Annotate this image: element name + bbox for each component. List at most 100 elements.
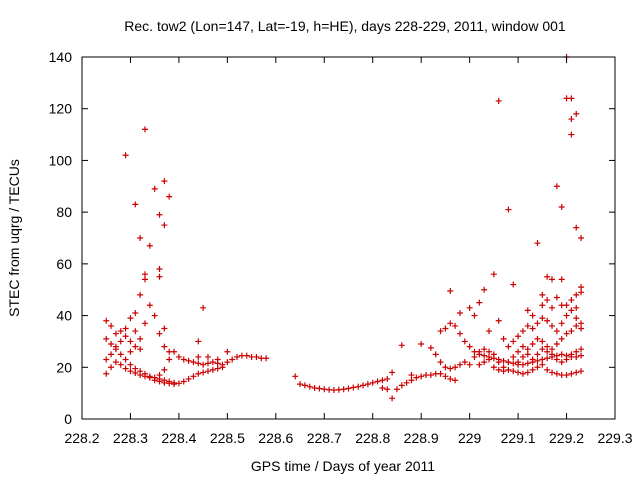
data-point bbox=[495, 366, 502, 373]
data-point bbox=[166, 348, 173, 355]
data-point bbox=[529, 312, 536, 319]
data-point bbox=[447, 365, 454, 372]
data-point bbox=[568, 370, 575, 377]
y-tick-label: 100 bbox=[49, 152, 73, 168]
data-point bbox=[539, 346, 546, 353]
data-point bbox=[195, 338, 202, 345]
data-point bbox=[151, 185, 158, 192]
data-point bbox=[398, 342, 405, 349]
y-tick-label: 20 bbox=[56, 359, 72, 375]
data-point bbox=[413, 374, 420, 381]
data-point bbox=[578, 368, 585, 375]
data-point bbox=[524, 346, 531, 353]
data-point bbox=[471, 353, 478, 360]
data-point bbox=[112, 359, 119, 366]
data-point bbox=[466, 304, 473, 311]
data-point bbox=[573, 304, 580, 311]
data-point bbox=[369, 379, 376, 386]
data-point bbox=[151, 312, 158, 319]
data-point bbox=[534, 357, 541, 364]
data-point bbox=[117, 361, 124, 368]
data-point bbox=[524, 322, 531, 329]
data-point bbox=[534, 335, 541, 342]
data-point bbox=[563, 356, 570, 363]
data-point bbox=[185, 375, 192, 382]
data-point bbox=[534, 351, 541, 358]
data-point bbox=[437, 370, 444, 377]
data-point bbox=[534, 320, 541, 327]
data-point bbox=[103, 317, 110, 324]
data-point bbox=[578, 352, 585, 359]
data-point bbox=[558, 359, 565, 366]
data-point bbox=[200, 369, 207, 376]
data-point bbox=[568, 116, 575, 123]
data-point bbox=[563, 330, 570, 337]
data-point bbox=[549, 346, 556, 353]
data-point bbox=[360, 382, 367, 389]
data-point bbox=[161, 377, 168, 384]
data-point bbox=[127, 338, 134, 345]
data-point bbox=[568, 307, 575, 314]
data-point bbox=[534, 364, 541, 371]
data-point bbox=[578, 320, 585, 327]
x-tick-label: 228.8 bbox=[355, 430, 390, 446]
data-point bbox=[437, 359, 444, 366]
data-point bbox=[141, 370, 148, 377]
data-point bbox=[418, 373, 425, 380]
data-point bbox=[418, 341, 425, 348]
data-point bbox=[180, 378, 187, 385]
data-point bbox=[190, 359, 197, 366]
data-point bbox=[490, 271, 497, 278]
data-point bbox=[529, 356, 536, 363]
data-point bbox=[481, 286, 488, 293]
data-point bbox=[408, 377, 415, 384]
data-point bbox=[553, 328, 560, 335]
data-point bbox=[185, 357, 192, 364]
data-point bbox=[524, 369, 531, 376]
data-point bbox=[340, 386, 347, 393]
data-point bbox=[306, 383, 313, 390]
data-point bbox=[481, 352, 488, 359]
data-point bbox=[180, 356, 187, 363]
data-point bbox=[505, 206, 512, 213]
data-point bbox=[316, 385, 323, 392]
data-point bbox=[195, 360, 202, 367]
data-point bbox=[519, 328, 526, 335]
data-point bbox=[476, 299, 483, 306]
x-tick-label: 228.5 bbox=[210, 430, 245, 446]
data-point bbox=[573, 322, 580, 329]
data-point bbox=[432, 351, 439, 358]
x-axis-label: GPS time / Days of year 2011 bbox=[251, 458, 435, 474]
x-tick-label: 229 bbox=[458, 430, 482, 446]
data-point bbox=[549, 351, 556, 358]
data-point bbox=[519, 370, 526, 377]
data-point bbox=[515, 369, 522, 376]
data-point bbox=[578, 235, 585, 241]
data-point bbox=[234, 353, 241, 360]
data-point bbox=[146, 242, 153, 249]
data-point bbox=[427, 344, 434, 351]
x-tick-label: 229.3 bbox=[597, 430, 632, 446]
data-point bbox=[384, 375, 391, 382]
data-point bbox=[146, 373, 153, 380]
data-point bbox=[447, 320, 454, 327]
data-point bbox=[122, 152, 129, 159]
data-point bbox=[476, 361, 483, 368]
data-point bbox=[204, 360, 211, 367]
data-point bbox=[195, 370, 202, 377]
data-point bbox=[539, 361, 546, 368]
data-point bbox=[117, 351, 124, 358]
data-point bbox=[486, 348, 493, 355]
data-point bbox=[132, 309, 139, 316]
data-point bbox=[544, 366, 551, 373]
data-point bbox=[553, 370, 560, 377]
data-point bbox=[297, 381, 304, 388]
data-point bbox=[539, 315, 546, 322]
data-point bbox=[132, 365, 139, 372]
data-point bbox=[345, 385, 352, 392]
data-point bbox=[219, 361, 226, 368]
data-point bbox=[127, 368, 134, 375]
data-point bbox=[456, 330, 463, 337]
data-point bbox=[544, 348, 551, 355]
data-point bbox=[103, 370, 110, 377]
